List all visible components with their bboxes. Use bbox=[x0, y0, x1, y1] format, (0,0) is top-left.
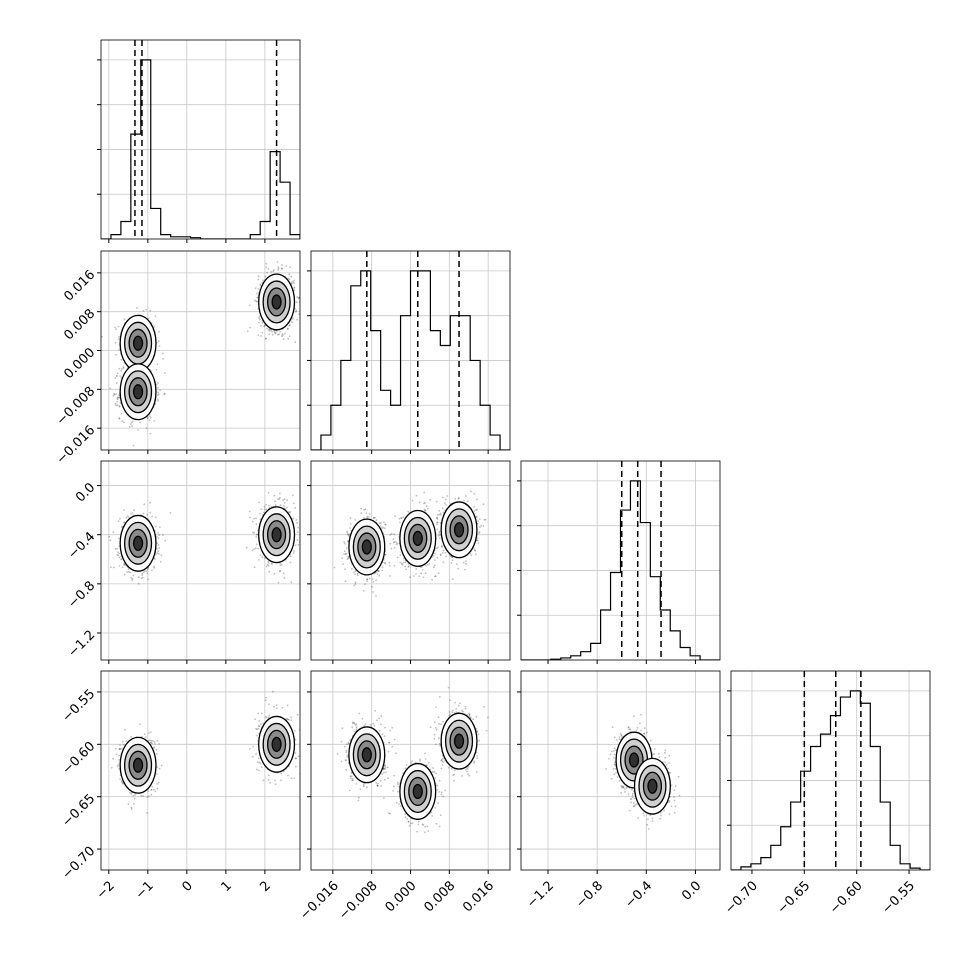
x-tick-label: 0.016 bbox=[460, 878, 497, 915]
x-tick-label: −0.65 bbox=[775, 878, 814, 917]
contour-level-3 bbox=[628, 752, 640, 768]
contour-level-3 bbox=[271, 527, 282, 543]
histogram-step bbox=[731, 690, 930, 870]
x-tick-label: −0.8 bbox=[573, 878, 606, 911]
contour-level-3 bbox=[412, 530, 423, 547]
contour-level-3 bbox=[647, 778, 658, 794]
contour-level-3 bbox=[132, 335, 144, 351]
hist-panel-2 bbox=[517, 460, 721, 664]
y-tick-label: −0.016 bbox=[54, 423, 99, 468]
hist-panel-1 bbox=[307, 250, 511, 454]
y-tick-label: 0.000 bbox=[61, 345, 98, 382]
panel-frame bbox=[100, 460, 301, 661]
x-tick-label: −1 bbox=[133, 878, 157, 902]
y-tick-label: −0.4 bbox=[65, 529, 98, 562]
hist-panel-3: −0.70 −0.65 −0.60 −0.55 bbox=[722, 670, 931, 917]
panel-frame bbox=[520, 460, 721, 661]
contour-level-3 bbox=[453, 733, 465, 749]
panel-frame bbox=[730, 670, 931, 871]
contour-level-3 bbox=[132, 535, 144, 551]
histogram-step bbox=[521, 480, 720, 660]
y-tick-label: −0.65 bbox=[60, 791, 99, 830]
y-tick-label: −0.60 bbox=[60, 739, 99, 778]
density-contours bbox=[348, 501, 478, 576]
panel-frame bbox=[100, 39, 301, 240]
contour-level-3 bbox=[132, 757, 144, 773]
hist-panel-0 bbox=[97, 39, 301, 243]
contour-level-3 bbox=[132, 384, 144, 400]
y-tick-label: 0.008 bbox=[61, 306, 98, 343]
x-tick-label: 0 bbox=[179, 878, 195, 894]
contour-level-3 bbox=[412, 783, 423, 800]
x-tick-label: 1 bbox=[218, 878, 234, 894]
x-tick-label: −0.4 bbox=[622, 878, 655, 911]
y-tick-label: −0.70 bbox=[60, 844, 99, 883]
density-contours bbox=[348, 712, 478, 820]
y-tick-label: −0.008 bbox=[54, 384, 99, 429]
x-tick-label: −0.70 bbox=[722, 878, 761, 917]
panel-3-2: −1.2 −0.8 −0.4 0.0 bbox=[517, 670, 721, 911]
x-tick-label: 2 bbox=[257, 878, 273, 894]
x-tick-label: 0.0 bbox=[679, 878, 704, 903]
contour-level-3 bbox=[453, 522, 465, 538]
y-tick-label: −0.55 bbox=[60, 687, 99, 726]
histogram-step bbox=[101, 59, 300, 239]
panel-2-1 bbox=[307, 460, 511, 664]
panel-frame bbox=[520, 670, 721, 871]
density-contours bbox=[119, 715, 296, 794]
histogram-step bbox=[311, 270, 510, 450]
panel-3-1: −0.016−0.008 0.000 0.008 0.016 bbox=[297, 670, 511, 923]
density-contours bbox=[615, 731, 671, 815]
contour-level-3 bbox=[271, 736, 282, 752]
panel-2-0: −1.2 −0.8 −0.4 0.0 bbox=[65, 460, 301, 664]
y-tick-label: 0.016 bbox=[61, 268, 98, 305]
x-tick-label: −0.55 bbox=[879, 878, 918, 917]
x-tick-label: −0.008 bbox=[336, 878, 381, 923]
x-tick-label: −1.2 bbox=[524, 878, 557, 911]
x-tick-label: −0.016 bbox=[297, 878, 342, 923]
contour-level-3 bbox=[271, 294, 282, 310]
density-contours bbox=[119, 506, 296, 572]
x-tick-label: −0.60 bbox=[827, 878, 866, 917]
panel-frame bbox=[100, 670, 301, 871]
x-tick-label: 0.008 bbox=[421, 878, 458, 915]
x-tick-label: −2 bbox=[94, 878, 118, 902]
contour-level-3 bbox=[361, 539, 372, 555]
panel-3-0: −2 −1 0 1 2 −0.70 −0.65 −0.60 −0.55 bbox=[60, 670, 301, 903]
x-tick-label: 0.000 bbox=[383, 878, 420, 915]
contour-level-3 bbox=[361, 747, 372, 763]
y-tick-label: −0.8 bbox=[65, 579, 98, 612]
y-tick-label: 0.0 bbox=[73, 480, 98, 505]
y-tick-label: −1.2 bbox=[65, 628, 98, 661]
density-contours bbox=[119, 273, 296, 421]
